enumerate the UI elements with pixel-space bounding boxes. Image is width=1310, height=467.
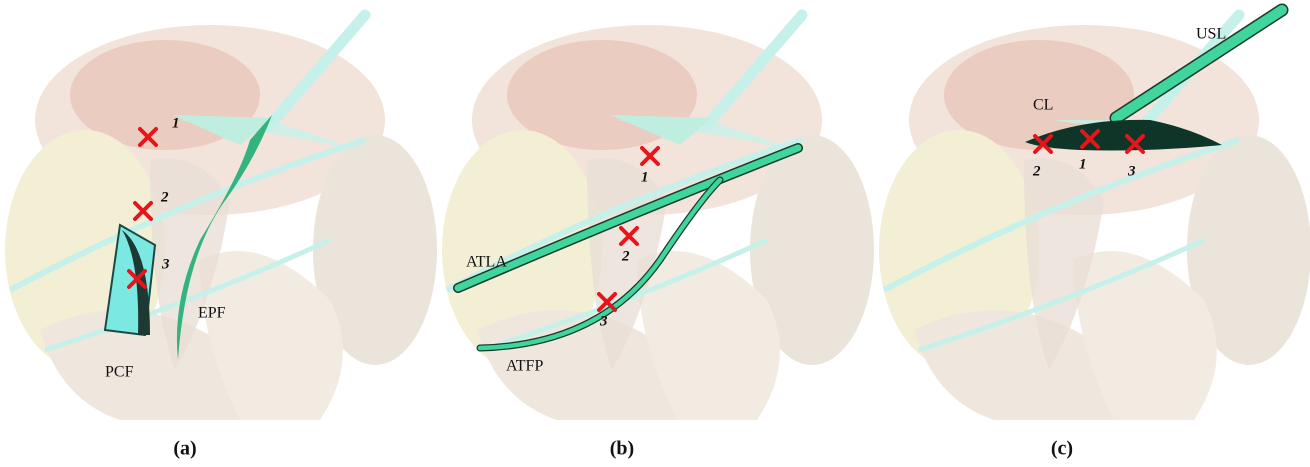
panel-b: 1 2 3 ATLA ATFP (b): [442, 15, 874, 460]
figure: 1 2 3 PCF EPF (a) 1 2 3 ATLA ATFP (b) 2 …: [0, 0, 1310, 467]
marker-label: 3: [1127, 163, 1136, 179]
caption: (b): [610, 438, 634, 460]
marker-label: 3: [599, 313, 608, 329]
label: EPF: [198, 305, 226, 322]
label: PCF: [105, 364, 134, 381]
anatomy: [879, 15, 1310, 420]
page: 1 2 3 PCF EPF (a) 1 2 3 ATLA ATFP (b) 2 …: [0, 0, 1310, 467]
marker-label: 1: [1079, 156, 1087, 172]
caption: (a): [173, 438, 196, 460]
panel-c: 2 1 3 USL CL (c): [879, 10, 1310, 460]
anatomy: [5, 15, 437, 420]
marker-label: 1: [172, 115, 180, 131]
panel-a: 1 2 3 PCF EPF (a): [5, 15, 437, 460]
marker-label: 3: [161, 256, 170, 272]
marker-label: 1: [641, 169, 649, 185]
caption: (c): [1051, 438, 1073, 460]
marker-label: 2: [1032, 163, 1041, 179]
marker-label: 2: [160, 189, 169, 205]
label: ATFP: [506, 358, 543, 375]
label: USL: [1196, 26, 1226, 43]
marker-label: 2: [621, 248, 630, 264]
label: CL: [1033, 97, 1053, 114]
label: ATLA: [466, 254, 507, 271]
